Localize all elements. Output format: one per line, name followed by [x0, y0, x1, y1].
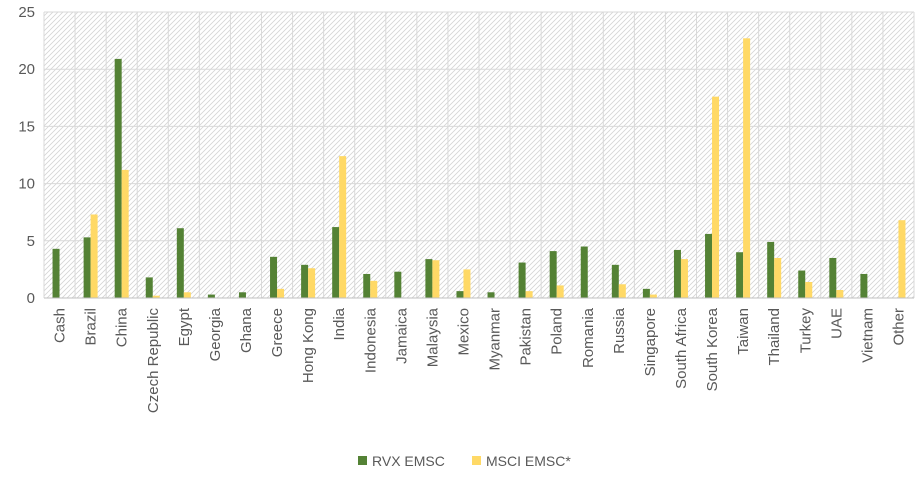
bar-msci-brazil — [90, 214, 98, 298]
x-tick-label: Thailand — [766, 308, 783, 366]
bar-rvx-greece — [270, 256, 278, 298]
bar-rvx-singapore — [642, 288, 650, 298]
bar-rvx-brazil — [83, 237, 91, 298]
bar-msci-indonesia — [370, 280, 378, 298]
x-tick-label: Cash — [52, 308, 69, 343]
legend-label: MSCI EMSC* — [486, 453, 571, 469]
bar-msci-south-africa — [680, 259, 688, 298]
y-axis-tick-labels: 0 5 10 15 20 25 — [18, 4, 35, 307]
x-tick-label: Czech Republic — [145, 308, 162, 414]
bar-rvx-south-korea — [705, 233, 713, 298]
bar-series — [52, 38, 906, 299]
bar-rvx-pakistan — [518, 262, 526, 298]
bar-msci-russia — [618, 284, 626, 298]
bar-rvx-ghana — [238, 292, 246, 298]
x-tick-label: Indonesia — [362, 307, 379, 373]
x-tick-label: UAE — [828, 308, 845, 339]
x-tick-label: Jamaica — [393, 307, 410, 364]
bar-msci-other — [898, 220, 906, 298]
bar-rvx-uae — [829, 257, 837, 298]
bar-rvx-taiwan — [736, 252, 744, 298]
x-tick-label: China — [114, 307, 131, 347]
y-tick-label: 0 — [27, 290, 35, 307]
bar-rvx-vietnam — [860, 273, 868, 298]
bar-msci-turkey — [805, 281, 813, 298]
legend-label: RVX EMSC — [372, 453, 445, 469]
x-tick-label: Russia — [611, 307, 628, 354]
bar-rvx-russia — [611, 264, 619, 298]
bar-msci-south-korea — [712, 96, 720, 298]
x-tick-label: South Korea — [704, 307, 721, 391]
bar-msci-czech-republic — [152, 295, 160, 298]
bar-rvx-india — [332, 227, 340, 298]
bar-msci-greece — [277, 288, 285, 298]
bar-rvx-georgia — [207, 294, 215, 298]
bar-msci-taiwan — [743, 38, 751, 298]
bar-rvx-south-africa — [673, 249, 681, 298]
bar-msci-mexico — [463, 269, 471, 298]
x-tick-label: India — [331, 307, 348, 340]
bar-msci-china — [121, 169, 129, 298]
bar-rvx-mexico — [456, 291, 464, 298]
legend-swatch — [472, 456, 481, 465]
gridlines — [43, 11, 915, 299]
x-tick-label: Hong Kong — [300, 308, 317, 383]
bar-msci-india — [339, 156, 347, 298]
x-tick-label: Turkey — [797, 308, 814, 354]
bar-rvx-poland — [549, 251, 557, 298]
x-tick-label: Greece — [269, 308, 286, 357]
bar-rvx-cash — [52, 248, 60, 298]
x-tick-label: Brazil — [83, 308, 100, 346]
y-tick-label: 25 — [18, 4, 35, 21]
bar-msci-pakistan — [525, 291, 533, 298]
x-tick-label: Romania — [580, 307, 597, 368]
bar-rvx-czech-republic — [145, 277, 153, 298]
legend-swatch — [358, 456, 367, 465]
x-tick-label: Georgia — [207, 307, 224, 361]
bar-rvx-jamaica — [394, 271, 402, 298]
x-tick-label: Taiwan — [735, 308, 752, 355]
x-tick-label: Ghana — [238, 307, 255, 353]
legend: RVX EMSC MSCI EMSC* — [358, 453, 571, 469]
bar-rvx-malaysia — [425, 259, 433, 298]
bar-msci-thailand — [774, 257, 782, 298]
bar-rvx-egypt — [176, 228, 184, 298]
y-tick-label: 15 — [18, 118, 35, 135]
x-tick-label: Egypt — [176, 307, 193, 346]
x-tick-label: Poland — [549, 308, 566, 355]
bar-msci-poland — [556, 285, 564, 298]
x-tick-label: Singapore — [642, 308, 659, 376]
bar-rvx-hong-kong — [301, 264, 309, 298]
x-tick-label: Other — [890, 308, 907, 346]
bar-rvx-romania — [580, 246, 588, 298]
bar-msci-uae — [836, 289, 844, 298]
bar-rvx-china — [114, 58, 122, 299]
x-tick-label: Malaysia — [424, 307, 441, 367]
x-tick-label: Mexico — [455, 308, 472, 356]
x-tick-label: Pakistan — [518, 308, 535, 366]
x-tick-label: Vietnam — [859, 308, 876, 363]
y-tick-label: 10 — [18, 176, 35, 193]
x-tick-label: Myanmar — [487, 308, 504, 371]
bar-msci-singapore — [649, 294, 657, 298]
bar-rvx-indonesia — [363, 273, 371, 298]
bar-rvx-myanmar — [487, 292, 495, 298]
bar-rvx-turkey — [798, 270, 806, 298]
x-axis-tick-labels: Cash Brazil China Czech Republic Egypt Georgi… — [52, 307, 908, 413]
bar-msci-hong-kong — [308, 268, 316, 298]
bar-msci-malaysia — [432, 260, 440, 298]
bar-rvx-thailand — [767, 241, 775, 298]
bar-msci-egypt — [183, 292, 191, 298]
x-tick-label: South Africa — [673, 307, 690, 389]
y-tick-label: 20 — [18, 61, 35, 78]
y-tick-label: 5 — [27, 233, 35, 250]
